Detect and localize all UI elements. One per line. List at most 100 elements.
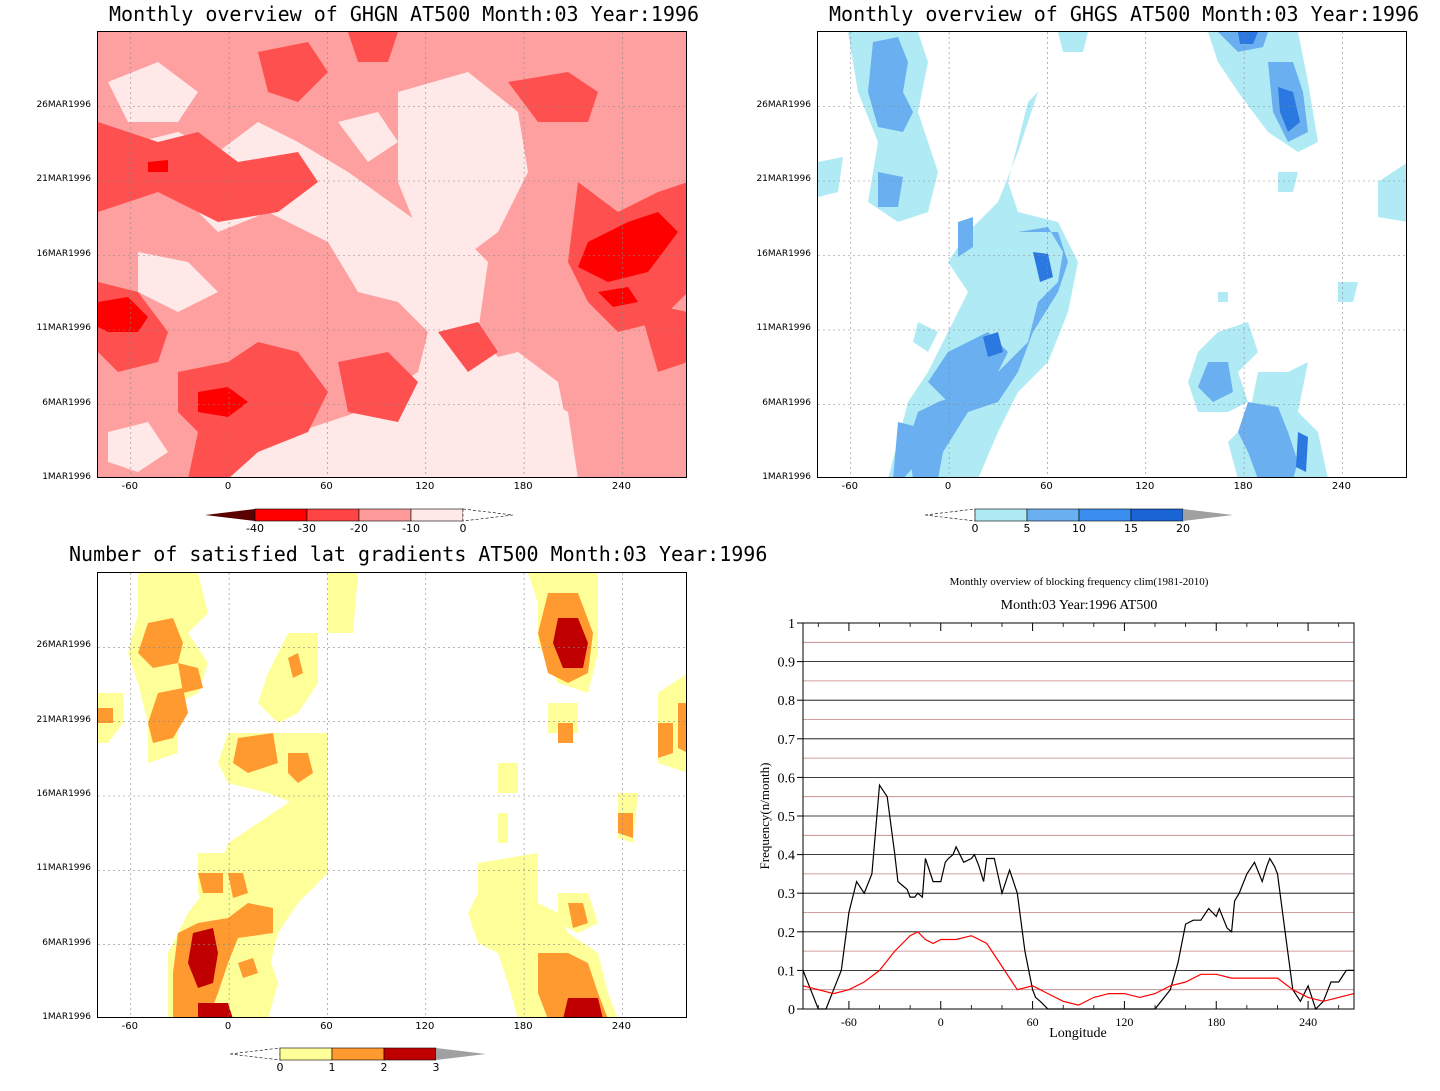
y-tick-label: 1 [788,617,795,632]
ghgn-x-tick-label: -60 [121,481,138,492]
y-tick-label: 0.9 [778,656,796,671]
ghgn-colorbar-tick: -20 [350,522,368,535]
series-line-red [802,931,1355,1006]
ghgs-level3 [983,32,1308,472]
ghgs-x-tick-label: 60 [1040,481,1053,492]
nsat-level3 [188,618,603,1017]
ghgn-colorbar [205,508,514,522]
nsat-colorbar-tick: 0 [276,1061,284,1074]
ghgs-y-tick-label: 6MAR1996 [762,397,811,408]
y-tick-label: 0.5 [778,810,796,825]
ghgn-y-tick-label: 1MAR1996 [42,472,91,482]
ghgs-colorbar [925,508,1233,522]
ghgn-y-tick-label: 11MAR1996 [36,323,91,333]
nsat-y-tick-label: 21MAR1996 [36,714,91,725]
freq-subtitle: Month:03 Year:1996 AT500 [1000,598,1158,613]
colorbar-swatch [974,508,1028,522]
ghgn-colorbar-tick: -10 [402,522,420,535]
nsat-title: Number of satisfied lat gradients AT500 … [69,542,768,566]
colorbar-swatch [1026,508,1080,522]
nsat-heatmap [98,573,686,1017]
nsat-x-tick-label: 240 [611,1021,631,1032]
y-tick-label: 0.7 [778,733,796,748]
ghgn-y-tick-label: 21MAR1996 [36,174,91,184]
ghgn-x-tick-label: 180 [513,481,533,492]
nsat-y-tick-label: 26MAR1996 [36,640,91,651]
colorbar-swatch [279,1047,333,1061]
ghgs-y-tick-label: 21MAR1996 [756,174,811,184]
x-tick-label: 180 [1207,1015,1225,1029]
y-tick-label: 0.2 [778,926,796,941]
colorbar-swatch [254,508,308,522]
ghgn-level3 [98,160,678,417]
nsat-x-tick-label: 0 [224,1021,232,1032]
ghgs-y-tick-label: 16MAR1996 [756,248,811,259]
ghgs-colorbar-tick: 15 [1124,522,1138,535]
ghgn-x-tick-label: 60 [320,481,333,492]
colorbar-swatch [410,508,464,522]
ghgn-level0-islands [108,62,568,472]
ghgs-y-tick-label: 11MAR1996 [756,323,811,333]
x-tick-label: 120 [1115,1015,1133,1029]
colorbar-over-arrow [462,508,514,522]
ghgn-y-tick-label: 16MAR1996 [36,248,91,259]
ghgs-x-tick-label: 0 [944,481,952,492]
ghgs-y-tick-label: 1MAR1996 [762,472,811,482]
ghgn-x-tick-label: 240 [611,481,631,492]
freq-plot: 0 0.1 0.2 0.3 0.4 0.5 0.6 0.7 0.8 0.9 1 -60 0 60 120 18… [778,617,1355,1029]
nsat-x-tick-label: 180 [513,1021,533,1032]
freq-title: Monthly overview of blocking frequency c… [949,576,1209,588]
nsat-colorbar-tick: 3 [432,1061,440,1074]
ghgs-y-tick-label: 26MAR1996 [756,99,811,110]
colorbar-swatch [358,508,412,522]
y-tick-label: 0.4 [778,849,796,864]
ghgn-colorbar-tick: -30 [298,522,316,535]
plot-frame [802,622,1355,1010]
y-tick-label: 0.6 [778,771,796,786]
colorbar-swatch [383,1047,437,1061]
x-tick-label: 0 [938,1015,944,1029]
colorbar-over-arrow [436,1048,486,1060]
ghgn-title: Monthly overview of GHGN AT500 Month:03 … [109,2,700,26]
series-line-black [802,783,1354,1011]
ghgn-heatmap [98,32,686,477]
nsat-x-tick-label: 60 [320,1021,333,1032]
nsat-x-tick-label: -60 [121,1021,138,1032]
y-tick-label: 0 [788,1003,795,1018]
ghgs-colorbar-tick: 0 [971,522,979,535]
ghgn-x-tick-label: 0 [224,481,232,492]
nsat-y-tick-label: 11MAR1996 [36,863,91,874]
nsat-y-tick-label: 16MAR1996 [36,789,91,799]
colorbar-swatch [1078,508,1132,522]
ghgs-colorbar-tick: 20 [1176,522,1190,535]
ghgs-x-tick-label: 240 [1331,481,1351,492]
ghgn-x-tick-label: 120 [415,481,435,492]
colorbar-over-arrow [1183,509,1233,521]
freq-ylabel: Frequency(n/month) [757,762,772,870]
ghgs-x-tick-label: 180 [1233,481,1253,492]
colorbar-swatch [1130,508,1184,522]
colorbar-under-arrow [925,508,976,522]
ghgn-colorbar-tick: -40 [246,522,264,535]
ghgn-gridlines [98,32,686,477]
ghgs-title: Monthly overview of GHGS AT500 Month:03 … [829,2,1420,26]
ghgs-colorbar-tick: 5 [1023,522,1031,535]
colorbar-under-arrow [230,1047,281,1061]
x-tick-label: 240 [1299,1015,1317,1029]
freq-xlabel: Longitude [1049,1026,1107,1041]
nsat-x-tick-label: 120 [415,1021,435,1032]
ghgn-y-tick-label: 26MAR1996 [36,99,91,110]
y-tick-label: 0.3 [778,887,796,902]
ghgn-y-tick-label: 6MAR1996 [42,397,91,408]
nsat-y-tick-label: 6MAR1996 [42,937,91,948]
ghgs-x-tick-label: -60 [841,481,858,492]
nsat-y-tick-label: 1MAR1996 [42,1012,91,1022]
ghgs-plot-area [817,31,1407,478]
x-tick-label: -60 [841,1015,857,1029]
y-tick-label: 0.1 [778,964,796,979]
nsat-colorbar-tick: 1 [328,1061,336,1074]
nsat-plot-area [97,572,687,1018]
x-tick-label: 60 [1027,1015,1039,1029]
ghgs-heatmap [818,32,1406,477]
ghgs-colorbar-tick: 10 [1072,522,1086,535]
